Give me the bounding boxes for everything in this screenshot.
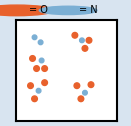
Circle shape [39,6,97,15]
Circle shape [82,46,88,51]
Circle shape [42,80,47,85]
Circle shape [39,58,44,63]
Circle shape [42,66,47,71]
Circle shape [80,38,84,43]
Text: = N: = N [79,5,97,15]
Circle shape [32,35,37,40]
Circle shape [28,83,33,88]
Circle shape [0,5,54,16]
Circle shape [83,90,87,95]
Circle shape [78,96,84,102]
Text: = O: = O [29,5,48,15]
Circle shape [88,82,94,87]
Circle shape [72,33,78,38]
Circle shape [36,88,41,93]
Circle shape [30,56,35,61]
Circle shape [38,40,43,45]
Circle shape [74,83,80,88]
Circle shape [32,96,37,102]
Circle shape [34,66,39,71]
Circle shape [86,38,92,43]
